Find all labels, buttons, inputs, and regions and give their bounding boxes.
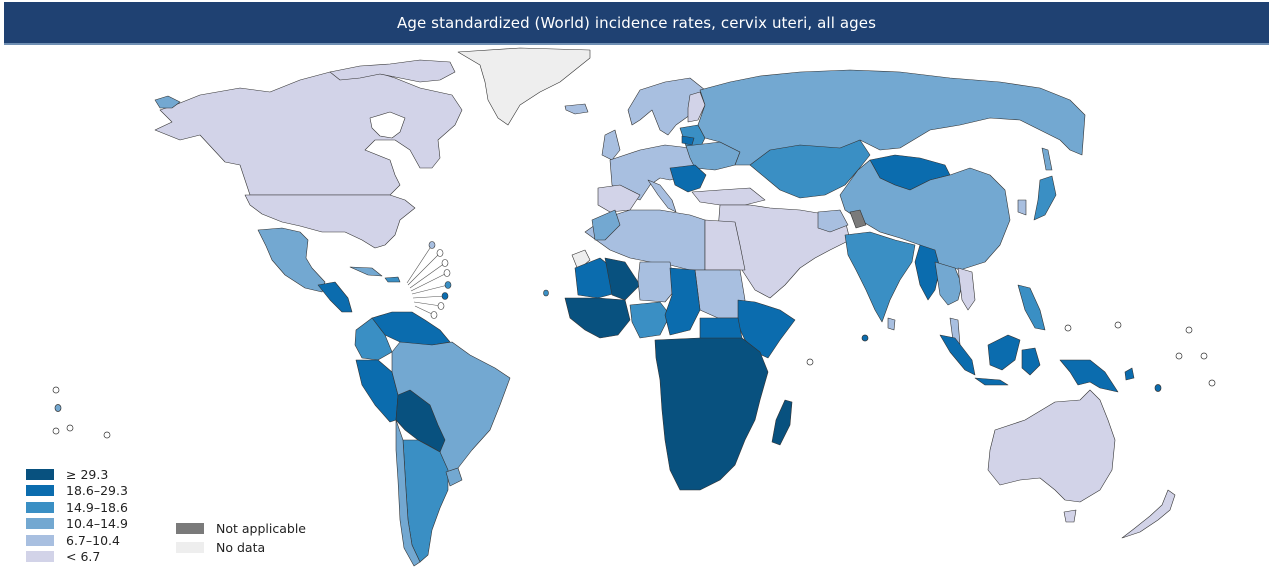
legend-label: 14.9–18.6 <box>66 499 128 515</box>
region-greece-turkey[interactable] <box>691 187 766 206</box>
legend-swatch <box>26 534 54 546</box>
region-madagascar[interactable] <box>771 399 793 446</box>
legend-item: < 6.7 <box>26 549 128 566</box>
legend-swatch <box>26 485 54 497</box>
region-colombia-ecuador[interactable] <box>354 317 393 361</box>
legend-classes: ≥ 29.3 18.6–29.3 14.9–18.6 10.4–14.9 6.7… <box>26 466 128 565</box>
region-italy[interactable] <box>647 179 677 213</box>
region-hispaniola[interactable] <box>384 276 401 283</box>
region-chile[interactable] <box>395 419 421 567</box>
region-cuba[interactable] <box>349 266 383 277</box>
legend-item: ≥ 29.3 <box>26 466 128 483</box>
legend-label: 6.7–10.4 <box>66 532 120 548</box>
legend-label: 10.4–14.9 <box>66 516 128 532</box>
region-western-sahara[interactable] <box>571 249 591 271</box>
region-thailand-indochina[interactable] <box>934 261 963 306</box>
legend-swatch <box>176 542 204 553</box>
region-australia[interactable] <box>987 389 1116 503</box>
region-korea[interactable] <box>1017 199 1027 216</box>
region-kashmir[interactable] <box>849 209 867 229</box>
region-russia[interactable] <box>697 69 1086 171</box>
region-morocco[interactable] <box>591 209 621 241</box>
region-mexico[interactable] <box>257 227 326 293</box>
caribbean-callouts <box>406 244 449 316</box>
legend-label: ≥ 29.3 <box>66 466 109 482</box>
region-sakhalin[interactable] <box>1041 147 1053 171</box>
region-solomon[interactable] <box>1124 367 1135 381</box>
region-scandinavia[interactable] <box>627 77 706 136</box>
legend-label: 18.6–29.3 <box>66 483 128 499</box>
region-afghanistan[interactable] <box>817 209 849 233</box>
region-iceland[interactable] <box>564 103 589 115</box>
region-alaska-island[interactable] <box>154 95 181 109</box>
region-china[interactable] <box>839 159 1011 271</box>
region-romania-balkans[interactable] <box>669 164 707 193</box>
map-title: Age standardized (World) incidence rates… <box>396 13 876 32</box>
region-arctic-islands[interactable] <box>329 59 456 83</box>
region-central-america[interactable] <box>317 281 353 313</box>
region-japan[interactable] <box>1033 175 1057 221</box>
region-myanmar[interactable] <box>914 244 941 301</box>
region-niger-mali-east[interactable] <box>604 257 641 301</box>
legend-item: 6.7–10.4 <box>26 532 128 549</box>
region-tasmania[interactable] <box>1063 509 1077 523</box>
legend-item-no-data: No data <box>176 538 306 557</box>
legend-swatch <box>26 551 54 563</box>
region-canada-alaska[interactable] <box>154 69 463 196</box>
legend-label: < 6.7 <box>66 549 101 565</box>
region-borneo[interactable] <box>987 334 1021 371</box>
legend-item: 10.4–14.9 <box>26 516 128 533</box>
region-nigeria[interactable] <box>629 301 671 339</box>
region-ethiopia-somalia[interactable] <box>737 299 796 359</box>
region-java[interactable] <box>974 377 1009 386</box>
region-uruguay[interactable] <box>445 467 463 487</box>
map-title-bar: Age standardized (World) incidence rates… <box>4 2 1269 45</box>
region-philippines[interactable] <box>1017 284 1046 331</box>
region-uk-ireland[interactable] <box>601 129 621 161</box>
region-sudan[interactable] <box>694 269 746 319</box>
legend-label: No data <box>216 540 266 555</box>
region-chad-car[interactable] <box>664 267 701 336</box>
world-choropleth-map <box>52 47 1216 567</box>
region-sri-lanka[interactable] <box>887 317 896 331</box>
region-sumatra[interactable] <box>939 334 976 376</box>
region-egypt[interactable] <box>704 219 746 271</box>
legend-item-not-applicable: Not applicable <box>176 519 306 538</box>
region-usa[interactable] <box>244 194 416 249</box>
caribbean-islands <box>428 241 549 319</box>
legend-label: Not applicable <box>216 521 306 536</box>
legend-swatch <box>26 501 54 513</box>
legend-special: Not applicable No data <box>176 519 306 557</box>
region-sulawesi[interactable] <box>1021 347 1041 376</box>
legend-item: 18.6–29.3 <box>26 483 128 500</box>
region-new-guinea[interactable] <box>1059 359 1119 393</box>
region-vietnam[interactable] <box>957 267 976 311</box>
region-new-zealand[interactable] <box>1121 489 1176 539</box>
region-central-southern-africa[interactable] <box>654 337 769 491</box>
region-greenland[interactable] <box>457 47 591 126</box>
legend-item: 14.9–18.6 <box>26 499 128 516</box>
region-chad-niger[interactable] <box>637 261 676 303</box>
region-finland[interactable] <box>687 91 706 123</box>
legend-swatch <box>176 523 204 534</box>
pacific-islands <box>52 321 1216 439</box>
legend-swatch <box>26 468 54 480</box>
legend-swatch <box>26 518 54 530</box>
region-india[interactable] <box>844 231 916 323</box>
region-west-africa[interactable] <box>564 297 631 339</box>
